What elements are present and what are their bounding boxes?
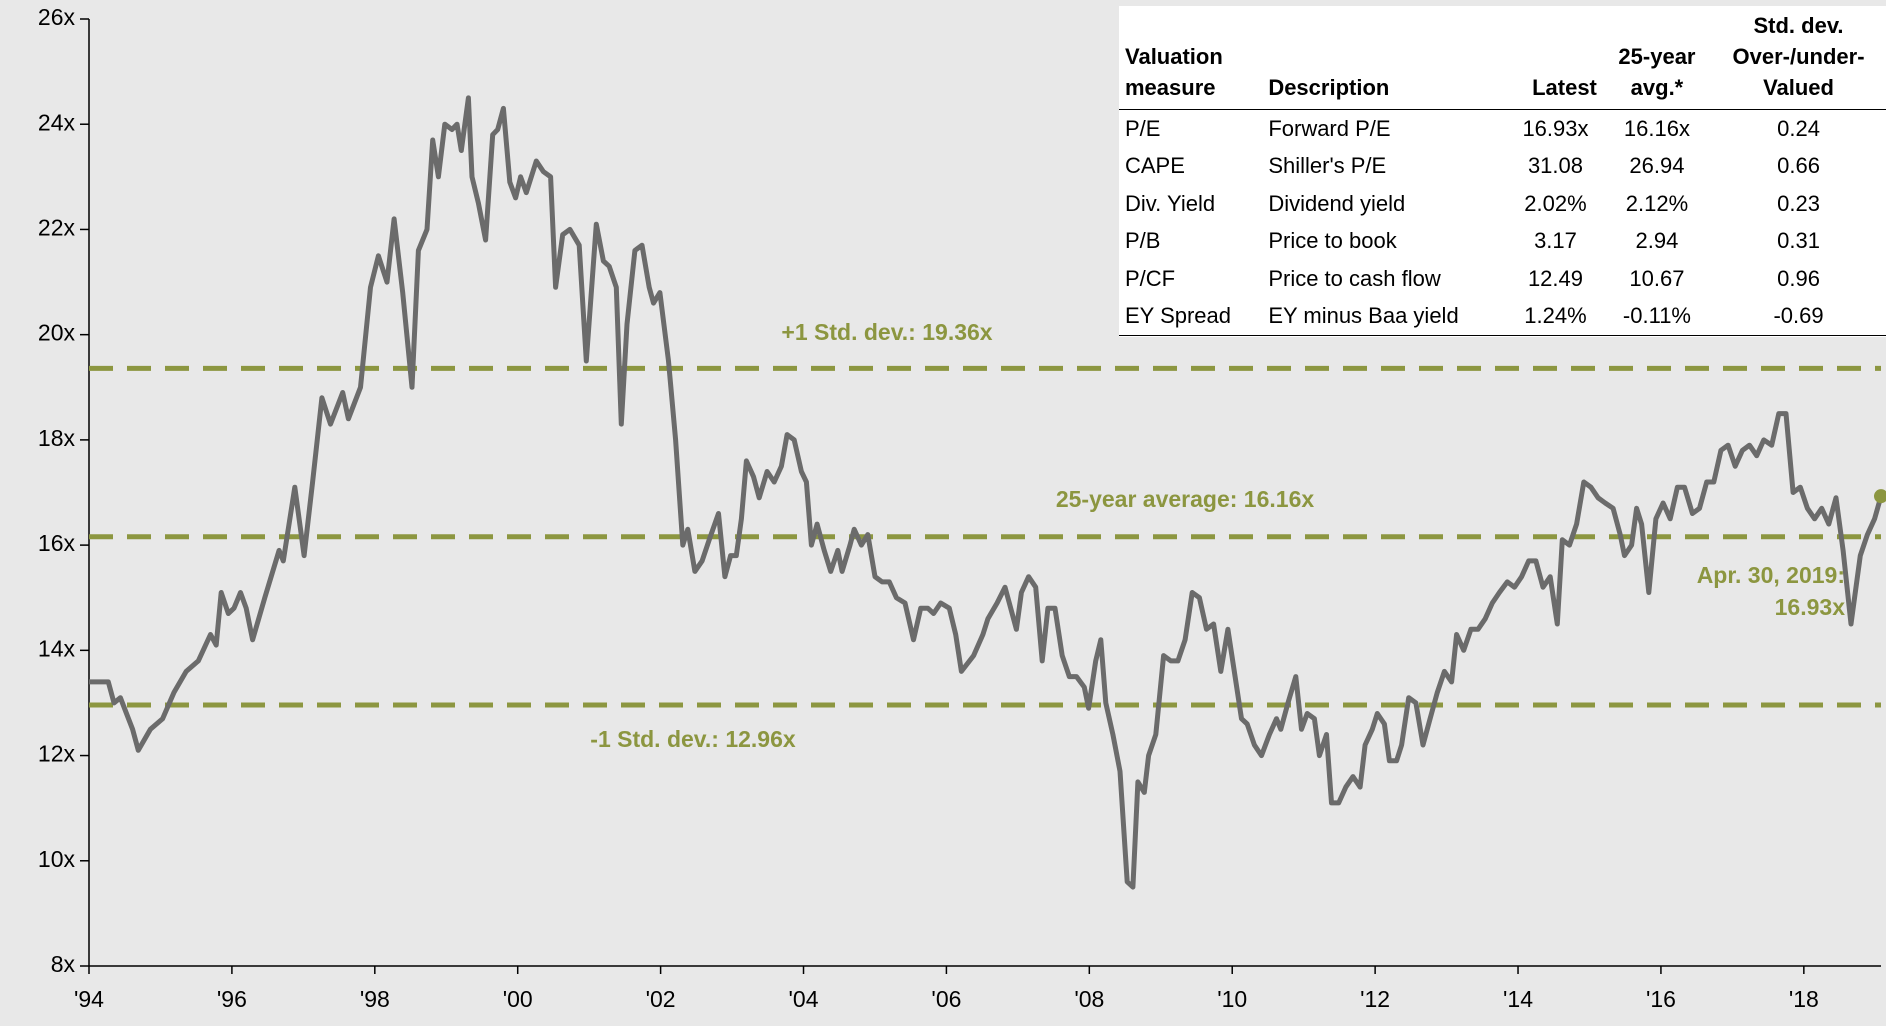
header-cell: Description [1262,6,1509,110]
table-row: P/B Price to book 3.17 2.94 0.31 [1119,223,1886,261]
x-tick-label: '08 [1074,986,1104,1012]
x-tick-label: '18 [1789,986,1819,1012]
table-cell: P/E [1125,115,1161,141]
x-tick-label: '96 [217,986,247,1012]
y-tick-label: 14x [38,635,76,661]
x-tick-label: '00 [503,986,533,1012]
header-text: measure [1125,75,1216,100]
table-cell: EY minus Baa yield [1262,297,1509,336]
end-label: 16.93x [1775,594,1846,620]
x-tick-label: '02 [646,986,676,1012]
table-cell: Dividend yield [1268,190,1406,216]
table-row: CAPE Shiller's P/E 31.08 26.94 0.66 [1119,148,1886,186]
x-tick-label: '94 [74,986,104,1012]
x-tick-label: '98 [360,986,390,1012]
y-tick-label: 22x [38,215,76,241]
x-tick-label: '04 [789,986,819,1012]
table: Valuation measure Description Latest 25-year… [1119,6,1886,336]
table-cell: 16.16x [1623,115,1690,141]
x-tick-label: '14 [1503,986,1533,1012]
header-text: Valued [1763,75,1834,100]
end-marker [1874,489,1886,504]
table-cell: -0.11% [1602,297,1712,336]
table-body: P/E Forward P/E 16.93x 16.16x 0.24 CAPE Shille… [1119,110,1886,336]
y-tick-label: 18x [38,425,76,451]
x-tick-label: '16 [1646,986,1676,1012]
table-cell: 0.31 [1777,228,1820,254]
x-tick-label: '10 [1217,986,1247,1012]
table-cell: Price to cash flow [1268,265,1441,291]
table-cell: 2.94 [1635,228,1679,254]
table-cell: 16.93x [1522,115,1589,141]
header-text: Description [1268,75,1390,100]
table-cell: P/CF [1125,265,1176,291]
table-cell: 31.08 [1527,153,1583,179]
y-tick-label: 26x [38,4,76,30]
table-cell: 1.24% [1508,297,1603,336]
header-text: 25-year [1618,44,1696,69]
table-cell: 0.24 [1777,115,1820,141]
header-text: Std. dev. [1753,13,1844,38]
table-cell: 0.66 [1777,153,1820,179]
x-tick-label: '12 [1360,986,1390,1012]
y-tick-label: 10x [38,846,76,872]
table-cell: 2.12% [1625,190,1689,216]
table-cell: 2.02% [1524,190,1587,216]
table-row: P/CF Price to cash flow 12.49 10.67 0.96 [1119,260,1886,298]
y-tick-label: 20x [38,320,76,346]
header-cell: Std. dev. Over-/under- Valued [1711,6,1886,110]
y-tick-label: 24x [38,109,76,135]
table-cell: 0.96 [1777,265,1820,291]
header-cell: Valuation measure [1119,6,1263,110]
table-cell: Forward P/E [1268,115,1391,141]
table-cell: -0.69 [1711,297,1886,336]
table-row: P/E Forward P/E 16.93x 16.16x 0.24 [1119,110,1886,148]
header-text: Over-/under- [1732,44,1865,69]
table-cell: 12.49 [1527,265,1583,291]
table-cell: CAPE [1125,153,1185,179]
header-text: Valuation [1125,44,1223,69]
table-cell: 26.94 [1629,153,1685,179]
reference-label: +1 Std. dev.: 19.36x [781,319,992,345]
valuation-table: Valuation measure Description Latest 25-year… [1119,6,1886,337]
header-cell: 25-year avg.* [1602,6,1712,110]
pe-line [89,95,1884,890]
reference-label: 25-year average: 16.16x [1056,486,1315,512]
table-cell: Shiller's P/E [1268,153,1387,179]
header-row: Valuation measure Description Latest 25-year… [1119,6,1886,110]
table-row: EY Spread EY minus Baa yield 1.24% -0.11% -0… [1119,297,1886,336]
table-row: Div. Yield Dividend yield 2.02% 2.12% 0.23 [1119,185,1886,223]
table-cell: P/B [1125,228,1161,254]
reference-label: -1 Std. dev.: 12.96x [590,726,796,752]
table-cell: 0.23 [1777,190,1820,216]
x-tick-label: '06 [931,986,961,1012]
table-cell: EY Spread [1119,297,1263,336]
table-cell: Price to book [1268,228,1397,254]
y-tick-label: 8x [51,951,76,977]
header-cell: Latest [1508,6,1603,110]
header-text: avg.* [1630,75,1684,100]
header-text: Latest [1532,75,1597,100]
table-cell: 3.17 [1534,228,1577,254]
end-label: Apr. 30, 2019: [1697,562,1845,588]
table-cell: 10.67 [1629,265,1685,291]
table-cell: Div. Yield [1125,190,1216,216]
y-tick-label: 16x [38,530,76,556]
y-tick-label: 12x [38,741,76,767]
